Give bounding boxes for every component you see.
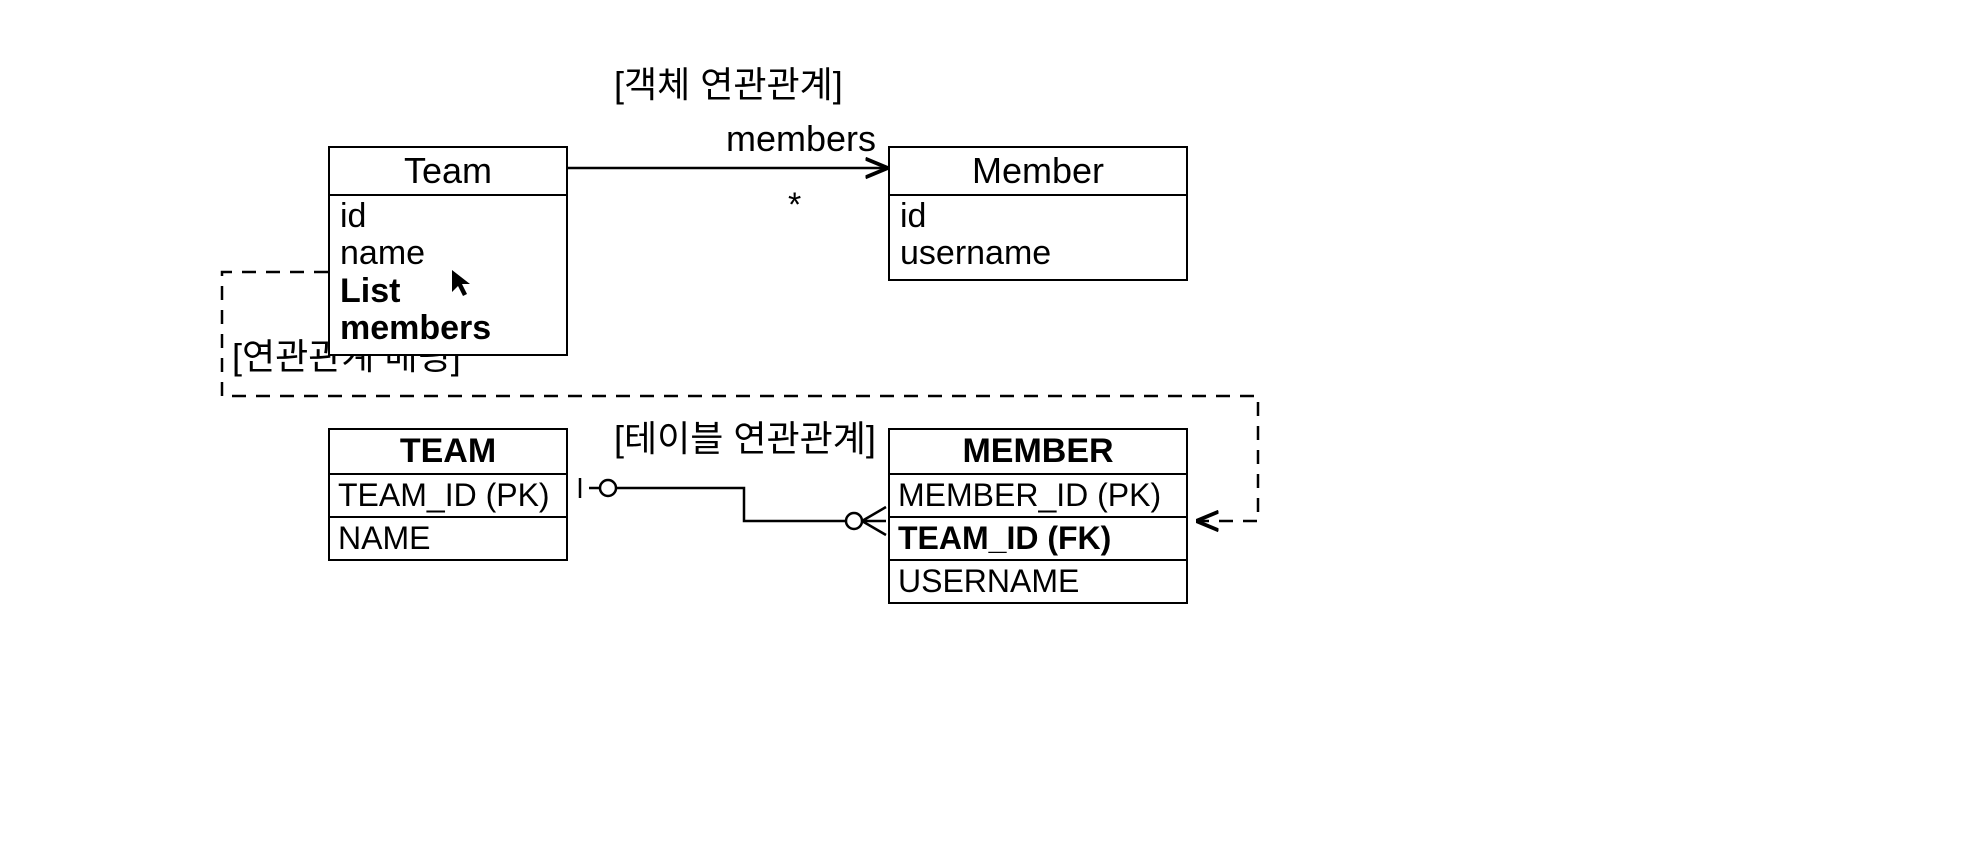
cardinality-zero-icon-team [600,480,616,496]
diagram-canvas: [객체 연관관계] [테이블 연관관계] [연관관계 매핑] Team id n… [0,0,1982,850]
object-section-title: [객체 연관관계] [614,56,843,108]
class-team-title: Team [330,148,566,196]
field-name: name [340,235,558,272]
edge-label-members: members [726,118,876,160]
multiplicity-star: * [788,186,801,225]
col-name: NAME [330,518,566,559]
connector-overlay [0,0,1982,850]
table-member: MEMBER MEMBER_ID (PK) TEAM_ID (FK) USERN… [888,428,1188,604]
class-member-title: Member [890,148,1186,196]
field-id: id [900,198,1178,235]
table-relation-line [589,488,848,521]
table-section-title: [테이블 연관관계] [614,410,876,462]
field-username: username [900,235,1178,272]
table-team-title: TEAM [330,430,566,475]
table-member-title: MEMBER [890,430,1186,475]
field-id: id [340,198,558,235]
col-team-id-fk: TEAM_ID (FK) [890,518,1186,561]
class-team: Team id name List members [328,146,568,356]
col-team-id: TEAM_ID (PK) [330,475,566,518]
col-member-id: MEMBER_ID (PK) [890,475,1186,518]
crows-foot-icon [862,507,886,535]
class-member: Member id username [888,146,1188,281]
class-team-fields: id name List members [330,196,566,354]
table-team: TEAM TEAM_ID (PK) NAME [328,428,568,561]
col-username: USERNAME [890,561,1186,602]
field-list-members: List members [340,273,558,348]
class-member-fields: id username [890,196,1186,279]
cardinality-zero-icon-member [846,513,862,529]
